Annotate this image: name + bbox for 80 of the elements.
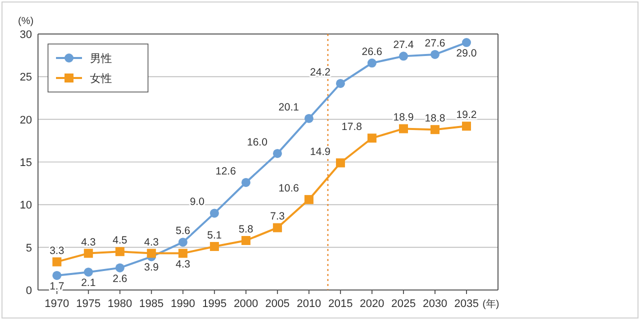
data-label: 3.9: [144, 262, 159, 274]
data-label: 16.0: [247, 136, 268, 148]
point: [336, 78, 345, 88]
point: [367, 58, 376, 68]
data-label: 12.6: [216, 165, 236, 178]
data-label: 26.6: [362, 46, 382, 58]
point: [304, 195, 314, 204]
y-axis-title: (%): [18, 16, 34, 27]
point: [241, 236, 250, 246]
point: [115, 263, 124, 272]
point: [398, 52, 408, 61]
point: [398, 124, 408, 134]
x-tick-label: 2025: [391, 298, 416, 310]
x-tick-label: 1985: [139, 298, 164, 310]
point: [462, 122, 471, 131]
point: [52, 270, 62, 280]
point: [430, 125, 440, 134]
x-tick-label: 2030: [422, 298, 448, 310]
data-label: 2.1: [81, 277, 96, 290]
y-tick-label: 30: [20, 29, 32, 41]
y-tick-label: 20: [20, 114, 32, 126]
x-tick-label: 1990: [170, 298, 196, 310]
x-axis-title: (年): [482, 298, 500, 310]
data-label: 2.6: [112, 272, 128, 285]
data-label: 4.3: [81, 236, 96, 248]
x-tick-label: 2020: [360, 298, 384, 310]
point: [52, 257, 62, 266]
point: [84, 248, 93, 258]
point: [272, 223, 282, 232]
y-tick-label: 15: [20, 157, 32, 169]
data-label: 17.8: [342, 121, 362, 134]
point: [146, 248, 156, 258]
x-tick-label: 1975: [76, 298, 101, 310]
point: [241, 178, 250, 187]
y-tick-label: 5: [26, 242, 32, 254]
point: [336, 158, 345, 168]
data-label: 5.6: [176, 225, 190, 238]
data-label: 1.7: [50, 280, 64, 292]
point: [210, 242, 219, 251]
x-tick-label: 1995: [202, 298, 227, 310]
data-label: 24.2: [310, 66, 331, 78]
x-tick-label: 2015: [328, 298, 353, 310]
legend-label: 男性: [90, 53, 112, 65]
x-tick-label: 2035: [454, 298, 479, 310]
data-label: 18.8: [424, 112, 446, 125]
data-label: 5.8: [238, 224, 254, 236]
point: [84, 268, 93, 277]
data-label: 4.3: [176, 258, 190, 270]
data-label: 5.1: [207, 229, 222, 242]
legend-label: 女性: [90, 73, 112, 85]
x-tick-label: 1980: [108, 298, 132, 310]
data-label: 10.6: [278, 182, 300, 195]
data-label: 29.0: [456, 48, 477, 60]
point: [178, 248, 188, 258]
data-label: 27.6: [424, 37, 446, 50]
point: [462, 38, 471, 48]
point: [272, 148, 282, 158]
point: [115, 247, 124, 256]
x-tick-label: 1970: [44, 298, 70, 310]
point: [210, 208, 219, 218]
data-label: 3.3: [50, 244, 64, 257]
data-label: 9.0: [190, 196, 205, 208]
data-label: 14.9: [310, 146, 331, 158]
y-tick-label: 0: [26, 285, 32, 297]
x-tick-label: 2010: [296, 298, 322, 310]
x-tick-label: 2005: [265, 298, 290, 310]
data-label: 27.4: [393, 39, 414, 52]
y-tick-label: 10: [20, 200, 32, 212]
data-label: 19.2: [456, 109, 477, 122]
data-label: 20.1: [278, 101, 300, 114]
data-label: 4.3: [144, 236, 159, 248]
x-tick-label: 2000: [234, 298, 258, 310]
data-label: 4.5: [112, 234, 128, 247]
point: [430, 50, 440, 59]
point: [178, 238, 188, 247]
point: [367, 134, 376, 143]
y-tick-label: 25: [20, 72, 32, 84]
point: [304, 114, 314, 123]
data-label: 18.9: [393, 112, 414, 124]
data-label: 7.3: [270, 210, 285, 223]
